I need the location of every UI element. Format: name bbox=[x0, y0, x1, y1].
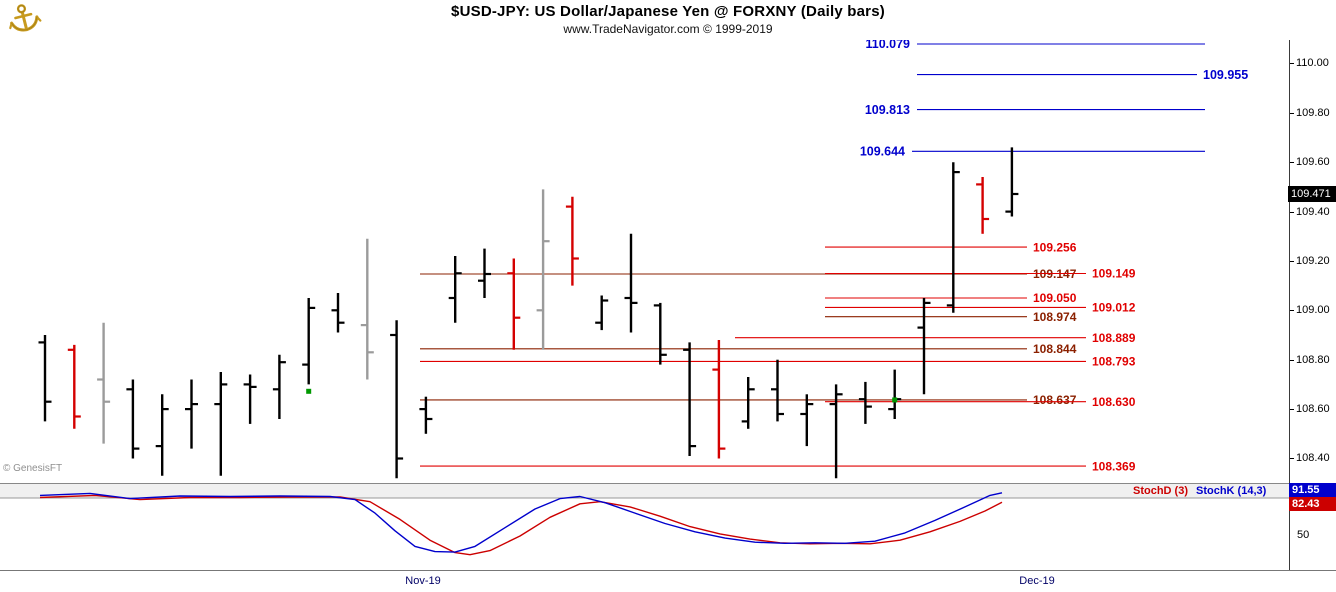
level-price-label: 109.050 bbox=[1033, 291, 1077, 305]
price-bar bbox=[478, 248, 491, 298]
price-bar bbox=[653, 302, 667, 365]
tick-mark bbox=[1290, 260, 1294, 262]
tick-mark bbox=[1290, 408, 1294, 410]
price-bar bbox=[214, 372, 228, 476]
stochk-value-badge: 91.55 bbox=[1289, 483, 1336, 497]
price-bar bbox=[155, 394, 169, 476]
price-bar bbox=[38, 335, 52, 422]
stochd-legend-label: StochD (3) bbox=[1133, 485, 1188, 497]
chart-header: $USD-JPY: US Dollar/Japanese Yen @ FORXN… bbox=[0, 3, 1336, 36]
y-axis-tick: 109.20 bbox=[1290, 254, 1330, 268]
tick-mark bbox=[1290, 457, 1294, 459]
price-axis[interactable]: 109.471 91.55 82.43 50 110.00 109.80 109.6… bbox=[1288, 40, 1336, 571]
page-subtitle: www.TradeNavigator.com © 1999-2019 bbox=[563, 22, 773, 36]
price-bar bbox=[917, 298, 931, 395]
y-axis-tick: 109.40 bbox=[1290, 205, 1330, 219]
stochd-line bbox=[39, 494, 1003, 556]
level-price-label: 109.256 bbox=[1033, 240, 1077, 254]
support-resistance-levels-layer[interactable]: 110.079 109.955 109.813 109.644 109.256 109.1… bbox=[420, 40, 1248, 473]
level-price-label: 109.955 bbox=[1203, 68, 1248, 82]
price-bar bbox=[888, 369, 902, 419]
level-price-label: 108.793 bbox=[1092, 355, 1136, 369]
level-price-label: 109.147 bbox=[1033, 267, 1077, 281]
price-bar bbox=[946, 162, 960, 313]
tick-mark bbox=[1290, 62, 1294, 64]
y-axis-tick: 108.40 bbox=[1290, 451, 1330, 465]
price-bar bbox=[390, 320, 404, 479]
price-bar bbox=[419, 396, 433, 434]
y-axis-tick: 109.80 bbox=[1290, 106, 1330, 120]
price-bar bbox=[243, 374, 257, 424]
stochd-value-badge: 82.43 bbox=[1289, 497, 1336, 511]
price-bar bbox=[829, 384, 843, 479]
stoch-mid-level-label: 50 bbox=[1297, 529, 1310, 541]
price-bar bbox=[185, 379, 198, 449]
price-bar bbox=[67, 344, 81, 429]
tick-mark bbox=[1290, 309, 1294, 311]
price-bar bbox=[800, 394, 814, 447]
level-price-label: 109.012 bbox=[1092, 301, 1136, 315]
price-bar bbox=[624, 233, 638, 333]
stoch-overbought-band bbox=[0, 484, 1290, 498]
price-bar bbox=[565, 196, 579, 286]
price-bar bbox=[976, 177, 990, 234]
price-bar bbox=[771, 359, 784, 422]
price-bar bbox=[1005, 147, 1019, 217]
price-bar bbox=[302, 298, 316, 385]
price-bar bbox=[858, 381, 872, 424]
level-price-label: 109.149 bbox=[1092, 267, 1136, 281]
last-price-badge: 109.471 bbox=[1288, 186, 1336, 202]
tick-mark bbox=[1290, 359, 1294, 361]
price-bar bbox=[712, 340, 726, 459]
price-bar bbox=[448, 256, 462, 323]
stochk-line bbox=[39, 492, 1003, 553]
price-chart-panel[interactable]: 110.079 109.955 109.813 109.644 109.256 109.1… bbox=[0, 40, 1290, 483]
y-axis-tick: 109.00 bbox=[1290, 303, 1330, 317]
level-price-label: 108.630 bbox=[1092, 395, 1136, 409]
x-axis-label-dec: Dec-19 bbox=[1019, 575, 1055, 587]
level-price-label: 109.644 bbox=[860, 145, 905, 159]
genesisft-watermark: © GenesisFT bbox=[3, 463, 63, 474]
price-bar bbox=[507, 258, 521, 350]
y-axis-tick: 108.60 bbox=[1290, 402, 1330, 416]
page-title: $USD-JPY: US Dollar/Japanese Yen @ FORXN… bbox=[451, 3, 885, 20]
level-price-label: 109.813 bbox=[865, 103, 910, 117]
tick-mark bbox=[1290, 211, 1294, 213]
price-bar bbox=[331, 293, 345, 333]
price-bar bbox=[126, 379, 140, 459]
price-bar bbox=[683, 342, 697, 456]
price-bar bbox=[97, 322, 111, 444]
level-price-label: 108.369 bbox=[1092, 459, 1136, 473]
tick-mark bbox=[1290, 112, 1294, 114]
buy-signal-marker bbox=[892, 397, 898, 403]
buy-signal-marker bbox=[306, 388, 312, 394]
price-bar bbox=[360, 238, 374, 380]
x-axis-label-nov: Nov-19 bbox=[405, 575, 441, 587]
level-price-label: 108.844 bbox=[1033, 342, 1077, 356]
y-axis-tick: 109.60 bbox=[1290, 155, 1330, 169]
level-price-label: 108.889 bbox=[1092, 331, 1136, 345]
level-price-label: 110.079 bbox=[866, 40, 911, 51]
y-axis-tick: 110.00 bbox=[1290, 56, 1329, 70]
price-bar bbox=[741, 377, 755, 429]
y-axis-tick: 108.80 bbox=[1290, 353, 1330, 367]
price-bar bbox=[595, 295, 609, 331]
stochk-legend-label: StochK (14,3) bbox=[1196, 485, 1267, 497]
time-axis[interactable]: Nov-19 Dec-19 bbox=[0, 570, 1336, 592]
tick-mark bbox=[1290, 161, 1294, 163]
stochastic-panel[interactable] bbox=[0, 483, 1290, 571]
level-price-label: 108.637 bbox=[1033, 393, 1077, 407]
genesis-logo-icon bbox=[9, 4, 42, 32]
price-bar bbox=[272, 354, 286, 419]
price-bars-layer bbox=[38, 147, 1019, 479]
price-bar bbox=[536, 189, 550, 350]
signal-markers-layer bbox=[306, 388, 898, 403]
level-price-label: 108.974 bbox=[1033, 310, 1077, 324]
